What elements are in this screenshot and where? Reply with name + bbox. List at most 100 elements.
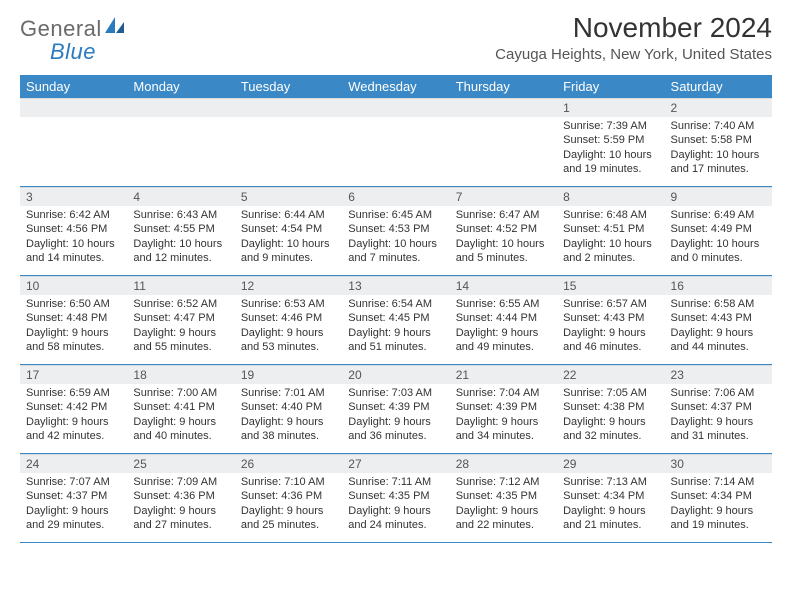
calendar-cell <box>450 98 557 187</box>
day-line: Sunrise: 6:54 AM <box>348 297 443 311</box>
day-content: Sunrise: 6:42 AMSunset: 4:56 PMDaylight:… <box>20 206 127 269</box>
calendar-cell <box>20 98 127 187</box>
day-line: Sunrise: 6:58 AM <box>671 297 766 311</box>
day-line: and 38 minutes. <box>241 429 336 443</box>
day-line: Sunset: 4:54 PM <box>241 222 336 236</box>
calendar-cell: 2Sunrise: 7:40 AMSunset: 5:58 PMDaylight… <box>665 98 772 187</box>
day-line: Daylight: 10 hours <box>26 237 121 251</box>
day-line: Sunrise: 6:50 AM <box>26 297 121 311</box>
title-block: November 2024 Cayuga Heights, New York, … <box>495 12 772 63</box>
day-line: and 55 minutes. <box>133 340 228 354</box>
day-line: Sunset: 4:55 PM <box>133 222 228 236</box>
day-line: Sunrise: 6:57 AM <box>563 297 658 311</box>
day-line: and 49 minutes. <box>456 340 551 354</box>
calendar-cell: 7Sunrise: 6:47 AMSunset: 4:52 PMDaylight… <box>450 187 557 276</box>
calendar-head: SundayMondayTuesdayWednesdayThursdayFrid… <box>20 75 772 98</box>
calendar-week: 24Sunrise: 7:07 AMSunset: 4:37 PMDayligh… <box>20 454 772 543</box>
calendar-cell: 10Sunrise: 6:50 AMSunset: 4:48 PMDayligh… <box>20 276 127 365</box>
calendar-week: 3Sunrise: 6:42 AMSunset: 4:56 PMDaylight… <box>20 187 772 276</box>
day-header: Wednesday <box>342 75 449 98</box>
day-line: Sunset: 4:52 PM <box>456 222 551 236</box>
calendar-cell: 5Sunrise: 6:44 AMSunset: 4:54 PMDaylight… <box>235 187 342 276</box>
day-line: Daylight: 9 hours <box>241 326 336 340</box>
day-content: Sunrise: 6:59 AMSunset: 4:42 PMDaylight:… <box>20 384 127 447</box>
calendar-cell: 24Sunrise: 7:07 AMSunset: 4:37 PMDayligh… <box>20 454 127 543</box>
day-line: Sunset: 4:46 PM <box>241 311 336 325</box>
day-line: and 42 minutes. <box>26 429 121 443</box>
calendar-cell <box>127 98 234 187</box>
calendar-cell: 1Sunrise: 7:39 AMSunset: 5:59 PMDaylight… <box>557 98 664 187</box>
day-line: Sunrise: 6:59 AM <box>26 386 121 400</box>
calendar-cell: 15Sunrise: 6:57 AMSunset: 4:43 PMDayligh… <box>557 276 664 365</box>
calendar-cell: 17Sunrise: 6:59 AMSunset: 4:42 PMDayligh… <box>20 365 127 454</box>
day-number: 21 <box>450 365 557 384</box>
day-line: Sunset: 5:58 PM <box>671 133 766 147</box>
day-line: and 44 minutes. <box>671 340 766 354</box>
day-number: 15 <box>557 276 664 295</box>
day-number: 27 <box>342 454 449 473</box>
day-line: and 27 minutes. <box>133 518 228 532</box>
day-line: Sunset: 4:43 PM <box>563 311 658 325</box>
location: Cayuga Heights, New York, United States <box>495 46 772 63</box>
day-line: Daylight: 9 hours <box>671 415 766 429</box>
day-number: 16 <box>665 276 772 295</box>
day-content: Sunrise: 7:09 AMSunset: 4:36 PMDaylight:… <box>127 473 234 536</box>
day-line: Sunrise: 6:42 AM <box>26 208 121 222</box>
day-line: Sunrise: 7:05 AM <box>563 386 658 400</box>
day-line: Daylight: 9 hours <box>241 504 336 518</box>
day-line: Sunrise: 7:09 AM <box>133 475 228 489</box>
day-content: Sunrise: 7:04 AMSunset: 4:39 PMDaylight:… <box>450 384 557 447</box>
day-line: and 7 minutes. <box>348 251 443 265</box>
day-line: Sunrise: 7:06 AM <box>671 386 766 400</box>
day-number: 1 <box>557 98 664 117</box>
day-line: Daylight: 9 hours <box>456 326 551 340</box>
day-line: Sunset: 5:59 PM <box>563 133 658 147</box>
day-number: 17 <box>20 365 127 384</box>
day-line: and 12 minutes. <box>133 251 228 265</box>
day-line: and 0 minutes. <box>671 251 766 265</box>
day-content: Sunrise: 6:53 AMSunset: 4:46 PMDaylight:… <box>235 295 342 358</box>
day-content: Sunrise: 6:43 AMSunset: 4:55 PMDaylight:… <box>127 206 234 269</box>
day-header: Tuesday <box>235 75 342 98</box>
day-line: Sunset: 4:44 PM <box>456 311 551 325</box>
day-content: Sunrise: 7:39 AMSunset: 5:59 PMDaylight:… <box>557 117 664 180</box>
day-line: Sunrise: 6:53 AM <box>241 297 336 311</box>
day-content: Sunrise: 7:05 AMSunset: 4:38 PMDaylight:… <box>557 384 664 447</box>
calendar-cell: 26Sunrise: 7:10 AMSunset: 4:36 PMDayligh… <box>235 454 342 543</box>
day-line: Daylight: 9 hours <box>671 504 766 518</box>
day-content: Sunrise: 7:06 AMSunset: 4:37 PMDaylight:… <box>665 384 772 447</box>
day-line: Daylight: 10 hours <box>671 237 766 251</box>
calendar-week: 17Sunrise: 6:59 AMSunset: 4:42 PMDayligh… <box>20 365 772 454</box>
day-line: Sunrise: 6:49 AM <box>671 208 766 222</box>
calendar-cell: 11Sunrise: 6:52 AMSunset: 4:47 PMDayligh… <box>127 276 234 365</box>
day-line: Sunset: 4:42 PM <box>26 400 121 414</box>
day-content: Sunrise: 7:12 AMSunset: 4:35 PMDaylight:… <box>450 473 557 536</box>
calendar-table: SundayMondayTuesdayWednesdayThursdayFrid… <box>20 75 772 543</box>
day-line: Sunset: 4:36 PM <box>133 489 228 503</box>
day-line: Daylight: 10 hours <box>563 148 658 162</box>
calendar-cell: 8Sunrise: 6:48 AMSunset: 4:51 PMDaylight… <box>557 187 664 276</box>
day-number <box>450 98 557 117</box>
day-line: and 14 minutes. <box>26 251 121 265</box>
day-number <box>235 98 342 117</box>
day-line: Sunrise: 6:44 AM <box>241 208 336 222</box>
day-line: and 17 minutes. <box>671 162 766 176</box>
day-line: Sunset: 4:36 PM <box>241 489 336 503</box>
day-line: Sunset: 4:51 PM <box>563 222 658 236</box>
day-line: Sunrise: 6:47 AM <box>456 208 551 222</box>
day-content: Sunrise: 7:13 AMSunset: 4:34 PMDaylight:… <box>557 473 664 536</box>
calendar-cell: 23Sunrise: 7:06 AMSunset: 4:37 PMDayligh… <box>665 365 772 454</box>
day-line: and 53 minutes. <box>241 340 336 354</box>
day-content: Sunrise: 6:47 AMSunset: 4:52 PMDaylight:… <box>450 206 557 269</box>
day-line: Sunset: 4:35 PM <box>456 489 551 503</box>
calendar-cell: 14Sunrise: 6:55 AMSunset: 4:44 PMDayligh… <box>450 276 557 365</box>
day-number: 9 <box>665 187 772 206</box>
day-line: Sunset: 4:39 PM <box>348 400 443 414</box>
day-line: Sunset: 4:37 PM <box>671 400 766 414</box>
calendar-cell: 9Sunrise: 6:49 AMSunset: 4:49 PMDaylight… <box>665 187 772 276</box>
day-line: and 9 minutes. <box>241 251 336 265</box>
day-line: Daylight: 9 hours <box>241 415 336 429</box>
day-line: Sunset: 4:34 PM <box>563 489 658 503</box>
day-content: Sunrise: 6:57 AMSunset: 4:43 PMDaylight:… <box>557 295 664 358</box>
calendar-cell: 6Sunrise: 6:45 AMSunset: 4:53 PMDaylight… <box>342 187 449 276</box>
